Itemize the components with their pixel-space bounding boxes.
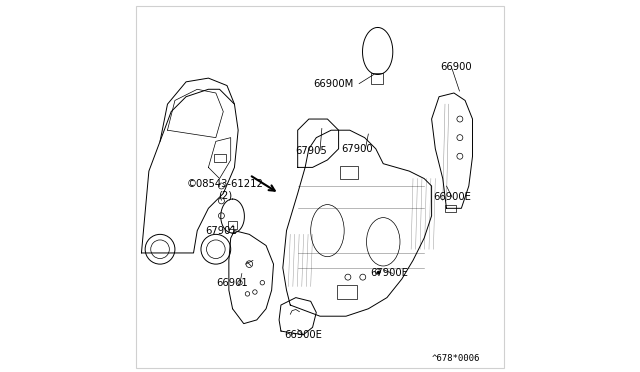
Text: 67905: 67905 — [295, 146, 326, 155]
Text: 66900M: 66900M — [313, 79, 353, 89]
Bar — [228, 221, 237, 229]
Bar — [445, 205, 456, 212]
Text: 66900E: 66900E — [433, 192, 471, 202]
Bar — [337, 285, 357, 299]
Bar — [340, 166, 358, 179]
Text: 67900E: 67900E — [370, 269, 408, 278]
Bar — [214, 154, 225, 162]
Text: 66900: 66900 — [440, 62, 472, 72]
Text: ^678*0006: ^678*0006 — [431, 354, 480, 363]
Text: 67900: 67900 — [341, 144, 373, 154]
Text: 66901: 66901 — [217, 278, 248, 288]
Text: ©08543-61212
(2): ©08543-61212 (2) — [187, 179, 264, 201]
Text: 67901: 67901 — [205, 226, 237, 235]
Text: 66900E: 66900E — [284, 330, 322, 340]
Bar — [371, 73, 383, 84]
